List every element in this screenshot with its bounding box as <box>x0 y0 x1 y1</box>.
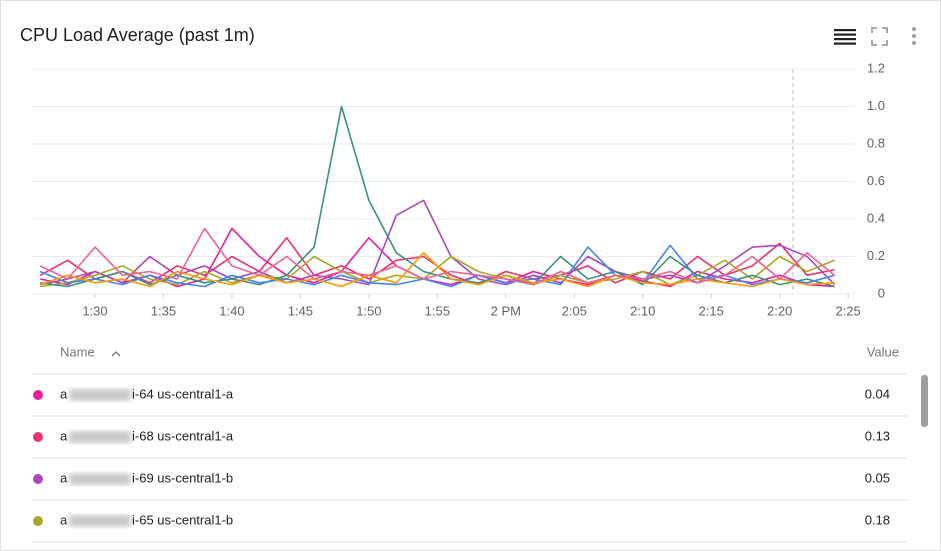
column-header[interactable]: Name <box>60 344 95 359</box>
x-tick-label: 1:30 <box>82 303 107 318</box>
y-tick-label: 0.2 <box>867 248 885 263</box>
y-tick-label: 1.2 <box>867 60 885 75</box>
x-tick-label: 2:25 <box>835 303 860 318</box>
x-tick-label: 1:45 <box>288 303 313 318</box>
redacted-text <box>69 473 131 485</box>
series-line <box>40 255 835 288</box>
x-tick-label: 2:20 <box>767 303 792 318</box>
series-name: i-64 us-central1-a <box>132 386 234 401</box>
series-line <box>39 252 835 288</box>
y-tick-label: 0.8 <box>867 135 885 150</box>
column-header[interactable]: Value <box>867 344 899 359</box>
sort-arrow <box>111 351 121 357</box>
series-swatch <box>33 390 43 400</box>
series-value: 0.18 <box>865 512 890 527</box>
series-name-prefix: a <box>60 386 68 401</box>
y-tick-label: 0 <box>878 285 885 300</box>
series-value: 0.13 <box>865 428 890 443</box>
table-body: a i-64 us-central1-a 0.04 a i-68 us-central1… <box>32 373 908 543</box>
redacted-text <box>69 515 131 527</box>
redacted-text <box>69 431 131 443</box>
series-name: i-69 us-central1-b <box>132 470 233 485</box>
x-tick-label: 1:50 <box>356 303 381 318</box>
series-name-prefix: a <box>60 428 68 443</box>
scrollbar[interactable] <box>921 375 928 427</box>
series-name-prefix: a <box>60 512 68 527</box>
series-name: i-68 us-central1-a <box>132 428 234 443</box>
x-tick-label: 2 PM <box>491 303 521 318</box>
fullscreen-button[interactable] <box>871 27 888 46</box>
series-name-prefix: a <box>60 470 68 485</box>
more-button[interactable] <box>912 27 916 45</box>
series-line <box>39 244 835 288</box>
y-tick-label: 0.6 <box>867 173 885 188</box>
x-tick-label: 2:05 <box>562 303 587 318</box>
x-tick-label: 2:10 <box>630 303 655 318</box>
redacted-text <box>69 389 131 401</box>
x-tick-label: 1:35 <box>151 303 176 318</box>
legend-toggle[interactable] <box>834 29 856 45</box>
series-swatch <box>33 516 43 526</box>
series-swatch <box>33 432 43 442</box>
series-line <box>39 227 836 286</box>
plot: 0 0.2 0.4 0.6 0.8 1.0 1.2 1:30 1:35 1:40 1:45 1:50 1… <box>32 60 885 318</box>
series-value: 0.04 <box>865 386 890 401</box>
series-name: i-65 us-central1-b <box>132 512 233 527</box>
y-tick-label: 0.4 <box>867 210 885 225</box>
widget-title: CPU Load Average (past 1m) <box>20 25 255 45</box>
x-tick-label: 1:40 <box>219 303 244 318</box>
x-tick-label: 2:15 <box>699 303 724 318</box>
series-swatch <box>33 474 43 484</box>
y-tick-label: 1.0 <box>867 98 885 113</box>
series-value: 0.05 <box>865 470 890 485</box>
x-tick-label: 1:55 <box>425 303 450 318</box>
